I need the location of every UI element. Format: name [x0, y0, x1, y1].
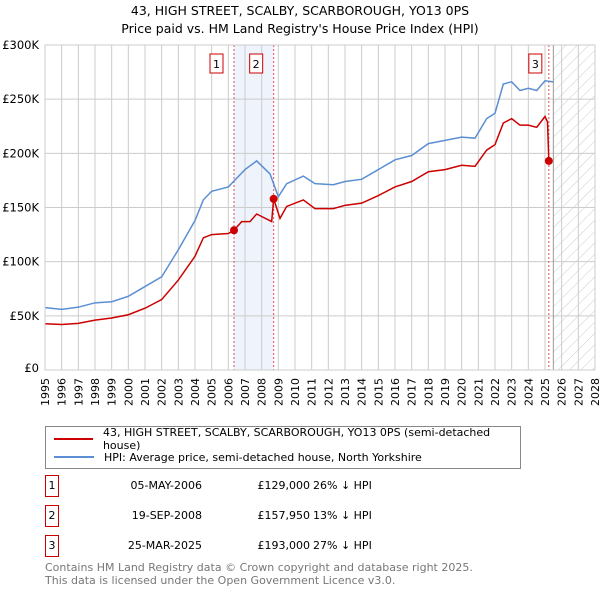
sale-label-box: [209, 53, 224, 74]
x-tick-label: 2019: [439, 378, 452, 406]
x-tick-label: 2009: [272, 378, 285, 406]
legend-item-property: 43, HIGH STREET, SCALBY, SCARBOROUGH, YO…: [54, 426, 520, 452]
x-tick-label: 2005: [206, 378, 219, 406]
legend-label: HPI: Average price, semi-detached house,…: [104, 450, 422, 464]
x-tick-label: 2018: [422, 378, 435, 406]
x-tick-label: 2012: [322, 378, 335, 406]
x-tick-label: 2024: [522, 378, 535, 406]
sale-date: 05-MAY-2006: [130, 479, 202, 492]
x-tick-label: 2002: [156, 378, 169, 406]
hpi-diff: 27% ↓ HPI: [313, 539, 372, 552]
y-tick-label: £100K: [2, 255, 39, 269]
sale-date: 19-SEP-2008: [131, 509, 202, 522]
series-line: [44, 79, 554, 311]
x-tick-label: 2027: [572, 378, 585, 406]
x-tick-label: 2004: [189, 378, 202, 406]
legend-item-hpi: HPI: Average price, semi-detached house,…: [54, 449, 422, 465]
x-tick-label: 1996: [56, 378, 69, 406]
table-row: 1 05-MAY-2006 £129,000 26% ↓ HPI: [45, 475, 465, 497]
sale-price: £193,000: [257, 539, 311, 552]
row-marker: 3: [45, 535, 59, 557]
x-tick-label: 1998: [89, 378, 102, 406]
x-tick-label: 2021: [472, 378, 485, 406]
sale-point: [230, 226, 238, 235]
x-tick-label: 1997: [72, 378, 85, 406]
x-tick-label: 2007: [239, 378, 252, 406]
legend-swatch-blue: [54, 456, 94, 458]
x-tick-label: 2010: [289, 378, 302, 406]
x-tick-label: 2013: [339, 378, 352, 406]
sale-price: £157,950: [257, 509, 311, 522]
legend-label: 43, HIGH STREET, SCALBY, SCARBOROUGH, YO…: [102, 426, 491, 452]
legend-swatch-red: [54, 438, 93, 440]
x-tick-label: 2026: [556, 378, 569, 406]
x-tick-label: 2003: [172, 378, 185, 406]
plot-frame: [44, 44, 596, 371]
sale-date: 25-MAR-2025: [127, 539, 202, 552]
sale-point: [269, 194, 278, 203]
x-tick-label: 2006: [222, 378, 235, 406]
chart-title: 43, HIGH STREET, SCALBY, SCARBOROUGH, YO…: [130, 3, 470, 18]
y-tick-label: £50K: [10, 309, 40, 323]
x-tick-label: 2028: [589, 378, 600, 406]
footer-copyright: Contains HM Land Registry data © Crown c…: [45, 561, 473, 574]
sale-label: 3: [532, 58, 539, 71]
hpi-diff: 26% ↓ HPI: [313, 479, 372, 492]
hpi-diff: 13% ↓ HPI: [313, 509, 372, 522]
sale-label: 2: [253, 58, 260, 71]
x-tick-label: 2015: [372, 378, 385, 406]
x-tick-label: 2001: [139, 378, 152, 406]
series-line: [44, 115, 550, 326]
y-tick-label: £300K: [2, 38, 39, 52]
row-marker: 2: [45, 505, 59, 527]
table-row: 2 19-SEP-2008 £157,950 13% ↓ HPI: [45, 505, 465, 527]
y-tick-label: £200K: [2, 146, 39, 160]
x-tick-label: 2016: [389, 378, 402, 406]
legend: 43, HIGH STREET, SCALBY, SCARBOROUGH, YO…: [45, 426, 521, 469]
table-row: 3 25-MAR-2025 £193,000 27% ↓ HPI: [45, 535, 465, 557]
x-tick-label: 1995: [39, 378, 52, 406]
line-chart: 1995 1996 1997 1998 1999 2000 2001 2002 2003 2004…: [2, 38, 600, 406]
footer-licence: This data is licensed under the Open Gov…: [45, 574, 396, 587]
y-tick-label: £150K: [2, 201, 39, 215]
sale-label-box: [528, 53, 543, 74]
x-tick-label: 2011: [306, 378, 319, 406]
x-tick-label: 2025: [539, 378, 552, 406]
row-marker: 1: [45, 475, 59, 497]
y-tick-label: £0: [24, 361, 39, 375]
sale-label-box: [249, 53, 264, 74]
x-tick-label: 2000: [122, 378, 135, 406]
x-tick-label: 1999: [106, 378, 119, 406]
x-tick-label: 2023: [506, 378, 519, 406]
sale-price: £129,000: [257, 479, 311, 492]
x-tick-label: 2022: [489, 378, 502, 406]
x-tick-label: 2020: [456, 378, 469, 406]
x-tick-label: 2008: [256, 378, 269, 406]
sale-point: [544, 156, 553, 165]
x-tick-label: 2017: [406, 378, 419, 406]
chart-subtitle: Price paid vs. HM Land Registry's House …: [121, 21, 479, 36]
y-tick-label: £250K: [2, 92, 39, 106]
x-tick-label: 2014: [356, 378, 369, 406]
sale-label: 1: [213, 58, 220, 71]
